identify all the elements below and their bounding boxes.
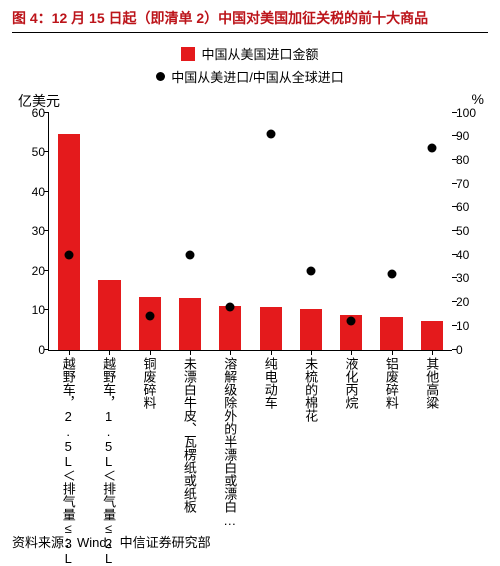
data-point (306, 267, 315, 276)
ytick-right: 40 (452, 248, 469, 262)
figure-frame: 图 4：12 月 15 日起（即清单 2）中国对美国加征关税的前十大商品 中国从… (0, 0, 500, 563)
ytick-right: 0 (452, 343, 463, 357)
bar (179, 298, 201, 349)
ytick-right: 50 (452, 224, 469, 238)
x-category-label: 未漂白牛皮、瓦楞纸或纸板 (180, 357, 199, 513)
ytick-right: 80 (452, 153, 469, 167)
data-point (65, 250, 74, 259)
legend-swatch-dot (156, 72, 165, 81)
ytick-left: 10 (32, 303, 49, 317)
x-category-label: 铝废碎料 (382, 357, 401, 409)
title-row: 图 4：12 月 15 日起（即清单 2）中国对美国加征关税的前十大商品 (12, 8, 488, 33)
bar (300, 309, 322, 350)
axis-titles: 亿美元 % (12, 91, 488, 113)
ytick-right: 30 (452, 271, 469, 285)
ytick-left: 40 (32, 185, 49, 199)
legend-label-bars: 中国从美国进口金额 (201, 44, 318, 63)
ytick-right: 100 (452, 106, 476, 120)
bar (260, 307, 282, 350)
source-line: 资料来源：Wind，中信证券研究部 (12, 532, 211, 551)
legend: 中国从美国进口金额 中国从美进口/中国从全球进口 (12, 43, 488, 87)
x-category-label: 其他高粱 (422, 357, 441, 409)
x-category-label: 溶解级除外的半漂白或漂白… (220, 357, 239, 528)
plot-area: 01020304050600102030405060708090100 (48, 113, 452, 351)
legend-swatch-bar (181, 47, 195, 61)
legend-item-dots: 中国从美进口/中国从全球进口 (156, 67, 344, 86)
bar (98, 280, 120, 349)
x-axis-labels: 越野车，2.5L＜排气量≤3L越野车，1.5L＜排气量≤2L铜废碎料未漂白牛皮、… (48, 357, 452, 537)
data-point (186, 250, 195, 259)
ytick-right: 90 (452, 129, 469, 143)
data-point (387, 269, 396, 278)
x-category-label: 铜废碎料 (140, 357, 159, 409)
bar (421, 321, 443, 349)
figure-title: 图 4：12 月 15 日起（即清单 2）中国对美国加征关税的前十大商品 (12, 8, 428, 28)
ytick-left: 30 (32, 224, 49, 238)
data-point (347, 317, 356, 326)
bar (139, 297, 161, 350)
legend-label-dots: 中国从美进口/中国从全球进口 (171, 67, 344, 86)
bar (380, 317, 402, 349)
x-category-label: 未梳的棉花 (301, 357, 320, 422)
data-point (427, 144, 436, 153)
ytick-left: 50 (32, 145, 49, 159)
ytick-left: 20 (32, 264, 49, 278)
legend-item-bars: 中国从美国进口金额 (181, 44, 318, 63)
ytick-right: 60 (452, 200, 469, 214)
data-point (226, 302, 235, 311)
ytick-right: 70 (452, 177, 469, 191)
x-category-label: 液化丙烷 (342, 357, 361, 409)
ytick-left: 0 (38, 343, 49, 357)
chart-area: 01020304050600102030405060708090100 (48, 113, 452, 351)
ytick-right: 10 (452, 319, 469, 333)
data-point (145, 312, 154, 321)
ytick-right: 20 (452, 295, 469, 309)
bar (219, 306, 241, 349)
ytick-left: 60 (32, 106, 49, 120)
x-category-label: 纯电动车 (261, 357, 280, 409)
bar (58, 134, 80, 349)
data-point (266, 129, 275, 138)
